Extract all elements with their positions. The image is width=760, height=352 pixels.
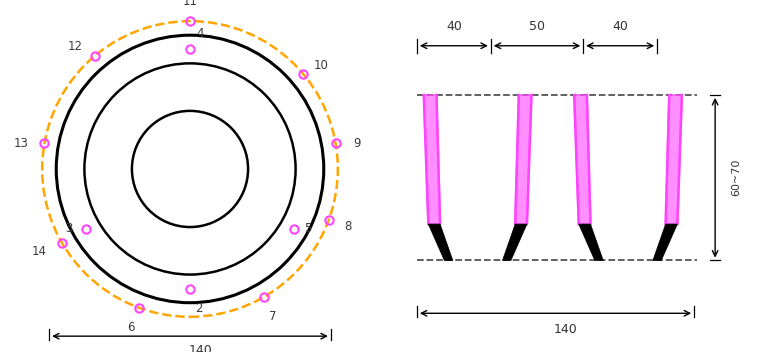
Text: 3: 3 bbox=[65, 222, 72, 235]
Text: 12: 12 bbox=[68, 40, 83, 54]
Text: 6: 6 bbox=[127, 321, 135, 334]
Text: 140: 140 bbox=[554, 323, 578, 335]
Text: 11: 11 bbox=[182, 0, 198, 8]
Text: 60~70: 60~70 bbox=[731, 159, 741, 196]
Polygon shape bbox=[429, 224, 453, 260]
Polygon shape bbox=[575, 95, 591, 224]
Polygon shape bbox=[424, 95, 440, 224]
Polygon shape bbox=[579, 224, 603, 260]
Text: 40: 40 bbox=[613, 20, 628, 33]
Text: 140: 140 bbox=[188, 344, 213, 352]
Text: 13: 13 bbox=[14, 137, 29, 150]
Polygon shape bbox=[653, 224, 677, 260]
Text: 5: 5 bbox=[304, 222, 312, 235]
Text: 9: 9 bbox=[353, 137, 360, 150]
Text: 2: 2 bbox=[195, 302, 203, 314]
Text: 50: 50 bbox=[529, 20, 545, 33]
Polygon shape bbox=[515, 95, 531, 224]
Text: 14: 14 bbox=[32, 245, 46, 258]
Text: 4: 4 bbox=[197, 27, 204, 40]
Text: 7: 7 bbox=[269, 310, 277, 323]
Text: 10: 10 bbox=[313, 59, 328, 71]
Polygon shape bbox=[666, 95, 682, 224]
Text: 8: 8 bbox=[344, 220, 352, 233]
Text: 40: 40 bbox=[446, 20, 462, 33]
Polygon shape bbox=[502, 224, 527, 260]
